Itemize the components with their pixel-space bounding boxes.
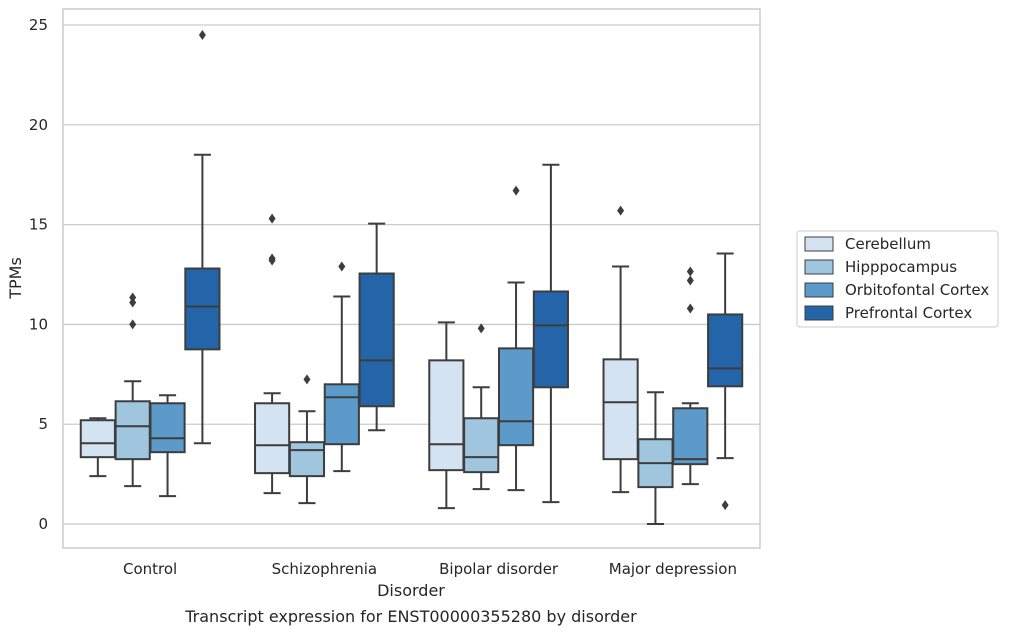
box-orbitofontal-cortex-control <box>149 394 186 498</box>
legend-swatch <box>804 236 834 252</box>
y-tick-label: 10 <box>29 315 48 333</box>
y-tick-labels: 0 5 10 15 20 25 <box>29 16 48 533</box>
box-cerebellum-major-depression <box>602 205 639 494</box>
outlier-point <box>268 213 276 224</box>
legend-label: Cerebellum <box>845 235 931 253</box>
box-prefrontal-cortex-control <box>184 29 221 445</box>
iqr-box <box>288 441 326 478</box>
iqr-box <box>707 313 744 388</box>
boxes <box>79 29 744 526</box>
outlier-point <box>721 500 729 511</box>
iqr-box <box>602 358 639 461</box>
outlier-point <box>129 319 137 330</box>
x-tick-labels: Control Schizophrenia Bipolar disorder Majo… <box>123 560 737 578</box>
plot-area-frame <box>62 8 761 549</box>
outlier-point <box>338 261 346 272</box>
outlier-point <box>129 292 137 303</box>
outlier-point <box>686 266 694 277</box>
box-hipppocampus-schizophrenia <box>288 374 326 505</box>
box-orbitofontal-cortex-bipolar-disorder <box>497 185 535 492</box>
iqr-box <box>428 359 465 472</box>
outlier-point <box>268 255 276 266</box>
x-tick-label: Schizophrenia <box>272 560 377 578</box>
x-axis-title: Disorder <box>377 581 445 600</box>
box-prefrontal-cortex-major-depression <box>707 252 744 511</box>
iqr-box <box>149 402 186 454</box>
outlier-point <box>512 185 520 196</box>
iqr-box <box>532 290 569 389</box>
box-hipppocampus-bipolar-disorder <box>463 323 500 491</box>
y-tick-label: 5 <box>38 415 48 433</box>
box-prefrontal-cortex-schizophrenia <box>358 222 395 432</box>
chart-caption: Transcript expression for ENST0000035528… <box>184 607 637 626</box>
box-hipppocampus-control <box>114 292 151 488</box>
x-tick-label: Bipolar disorder <box>439 560 559 578</box>
box-prefrontal-cortex-bipolar-disorder <box>532 163 569 504</box>
legend-swatch <box>804 282 834 298</box>
box-cerebellum-bipolar-disorder <box>428 321 465 510</box>
legend-frame <box>796 230 999 328</box>
legend-label: Hipppocampus <box>845 258 957 276</box>
iqr-box <box>184 267 221 351</box>
iqr-box <box>114 400 151 461</box>
outlier-point <box>686 303 694 314</box>
y-tick-label: 25 <box>29 16 48 34</box>
iqr-box <box>323 383 360 446</box>
y-tick-label: 0 <box>38 515 48 533</box>
x-tick-label: Control <box>123 560 177 578</box>
iqr-box <box>79 419 116 459</box>
box-hipppocampus-major-depression <box>637 391 674 526</box>
outlier-point <box>617 205 625 216</box>
box-cerebellum-schizophrenia <box>254 213 291 495</box>
box-orbitofontal-cortex-major-depression <box>672 266 709 486</box>
iqr-box <box>463 417 500 474</box>
outlier-point <box>686 275 694 286</box>
outlier-point <box>477 323 485 334</box>
iqr-box <box>497 347 535 447</box>
outlier-point <box>303 374 311 385</box>
legend-swatch <box>804 305 834 321</box>
legend: Cerebellum Hipppocampus Orbitofontal Corte… <box>796 230 999 328</box>
legend-label: Orbitofontal Cortex <box>845 281 989 299</box>
iqr-box <box>358 272 395 408</box>
y-axis-title: TPMs <box>6 257 25 300</box>
legend-label: Prefrontal Cortex <box>845 304 972 322</box>
y-tick-label: 20 <box>29 116 48 134</box>
box-orbitofontal-cortex-schizophrenia <box>323 261 360 473</box>
y-tick-label: 15 <box>29 216 48 234</box>
iqr-box <box>672 407 709 466</box>
box-cerebellum-control <box>79 417 116 478</box>
legend-swatch <box>804 259 834 275</box>
outlier-point <box>198 29 206 40</box>
x-tick-label: Major depression <box>609 560 737 578</box>
iqr-box <box>254 402 291 475</box>
